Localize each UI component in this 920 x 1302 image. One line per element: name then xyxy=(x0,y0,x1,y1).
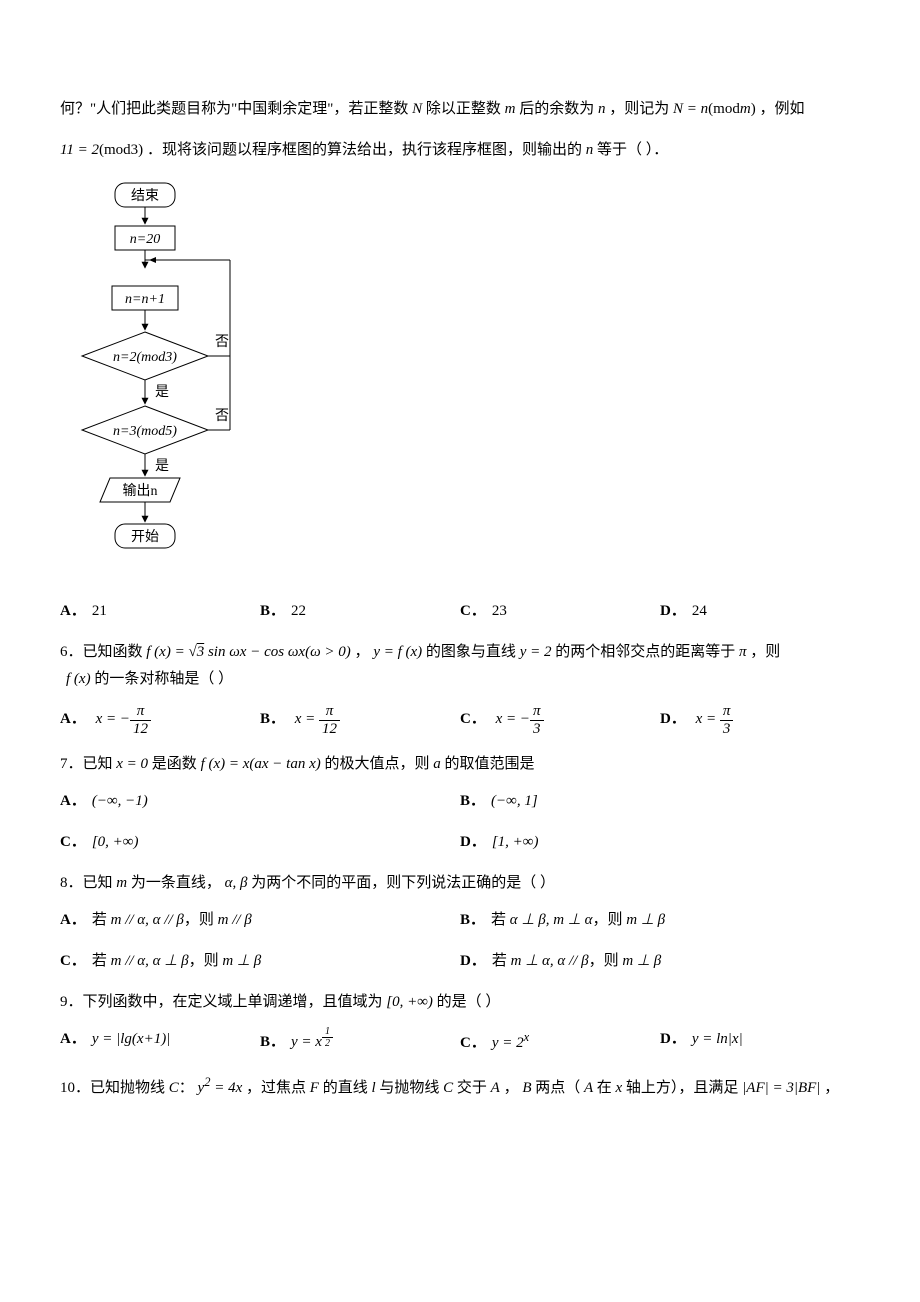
intro-text-1: 何？"人们把此类题目称为"中国剩余定理"，若正整数 xyxy=(60,101,408,117)
intro-paragraph-2: 11 = 2(mod3) ．现将该问题以程序框图的算法给出，执行该程序框图，则输… xyxy=(60,137,860,164)
intro-text-5: ，例如 xyxy=(759,101,804,117)
var-N: N xyxy=(412,101,426,117)
svg-text:n=2(mod3): n=2(mod3) xyxy=(113,350,177,365)
q8-options-row1: A．若 m // α, α // β，则 m // β B．若 α ⊥ β, m… xyxy=(60,907,860,934)
var-n: n xyxy=(598,101,609,117)
var-n-out: n xyxy=(586,142,597,158)
flow-node-init: n=20 xyxy=(115,226,175,250)
q8-opt-A: A．若 m // α, α // β，则 m // β xyxy=(60,907,460,934)
intro-text-6: ．现将该问题以程序框图的算法给出，执行该程序框图，则输出的 xyxy=(147,142,582,158)
flow-label-yes-2: 是 xyxy=(155,459,169,474)
q8-opt-B: B．若 α ⊥ β, m ⊥ α，则 m ⊥ β xyxy=(460,907,860,934)
flow-label-no-1: 否 xyxy=(215,335,229,350)
q9-options: A．y = |lg(x+1)| B．y = x12 C．y = 2x D．y =… xyxy=(60,1026,860,1057)
flow-node-start: 开始 xyxy=(115,524,175,548)
var-m: m xyxy=(505,101,520,117)
flow-node-end: 结束 xyxy=(115,183,175,207)
q9-opt-A: A．y = |lg(x+1)| xyxy=(60,1026,260,1057)
q9-stem: 9．下列函数中，在定义域上单调递增，且值域为 [0, +∞) 的是（ ） xyxy=(60,989,860,1016)
intro-text-7: 等于（ ）． xyxy=(597,142,668,158)
svg-text:n=n+1: n=n+1 xyxy=(125,292,165,307)
q7-opt-D: D．[1, +∞) xyxy=(460,829,860,856)
q7-stem: 7．已知 x = 0 是函数 f (x) = x(ax − tan x) 的极大… xyxy=(60,751,860,778)
flowchart: 结束 n=20 n=n+1 n=2(mod3) 否 是 n=3(mod5) 否 … xyxy=(80,178,300,588)
q5-opt-C: C．23 xyxy=(460,598,660,625)
q5-options: A．21 B．22 C．23 D．24 xyxy=(60,598,860,625)
q6-opt-A: A． x = −π12 xyxy=(60,703,260,737)
flow-node-cond2: n=3(mod5) xyxy=(82,406,208,454)
q10-stem: 10．已知抛物线 C： y2 = 4x ，过焦点 F 的直线 l 与抛物线 C … xyxy=(60,1071,860,1102)
q6-opt-D: D． x = π3 xyxy=(660,703,860,737)
q6-options: A． x = −π12 B． x = π12 C． x = −π3 D． x =… xyxy=(60,703,860,737)
intro-text-3: 后的余数为 xyxy=(519,101,594,117)
svg-text:结束: 结束 xyxy=(131,188,159,204)
flow-label-no-2: 否 xyxy=(215,409,229,424)
intro-paragraph: 何？"人们把此类题目称为"中国剩余定理"，若正整数 N 除以正整数 m 后的余数… xyxy=(60,96,860,123)
expr-Nmodm: N = n(modm) xyxy=(673,101,756,117)
q6-opt-C: C． x = −π3 xyxy=(460,703,660,737)
q7-options-row2: C．[0, +∞) D．[1, +∞) xyxy=(60,829,860,856)
q7-options-row1: A．(−∞, −1) B．(−∞, 1] xyxy=(60,788,860,815)
q5-opt-A: A．21 xyxy=(60,598,260,625)
svg-text:输出n: 输出n xyxy=(123,483,158,499)
intro-text-4: ，则记为 xyxy=(609,101,669,117)
q6-stem: 6．已知函数 f (x) = √3 sin ωx − cos ωx(ω > 0)… xyxy=(60,639,860,693)
q5-opt-D: D．24 xyxy=(660,598,860,625)
intro-text-2: 除以正整数 xyxy=(426,101,501,117)
svg-text:n=3(mod5): n=3(mod5) xyxy=(113,424,177,439)
q9-opt-B: B．y = x12 xyxy=(260,1026,460,1057)
q5-opt-B: B．22 xyxy=(260,598,460,625)
flow-node-cond1: n=2(mod3) xyxy=(82,332,208,380)
q9-opt-D: D．y = ln|x| xyxy=(660,1026,860,1057)
flow-node-inc: n=n+1 xyxy=(112,286,178,310)
q8-opt-C: C．若 m // α, α ⊥ β，则 m ⊥ β xyxy=(60,948,460,975)
q6-opt-B: B． x = π12 xyxy=(260,703,460,737)
q9-opt-C: C．y = 2x xyxy=(460,1026,660,1057)
q7-opt-A: A．(−∞, −1) xyxy=(60,788,460,815)
q8-options-row2: C．若 m // α, α ⊥ β，则 m ⊥ β D．若 m ⊥ α, α /… xyxy=(60,948,860,975)
svg-text:开始: 开始 xyxy=(131,529,159,545)
expr-example: 11 = 2(mod3) xyxy=(60,142,143,158)
q7-opt-C: C．[0, +∞) xyxy=(60,829,460,856)
q8-opt-D: D．若 m ⊥ α, α // β，则 m ⊥ β xyxy=(460,948,860,975)
q7-opt-B: B．(−∞, 1] xyxy=(460,788,860,815)
flow-node-output: 输出n xyxy=(100,478,180,502)
svg-text:n=20: n=20 xyxy=(130,232,160,247)
flow-label-yes-1: 是 xyxy=(155,385,169,400)
q8-stem: 8．已知 m 为一条直线， α, β 为两个不同的平面，则下列说法正确的是（ ） xyxy=(60,870,860,897)
